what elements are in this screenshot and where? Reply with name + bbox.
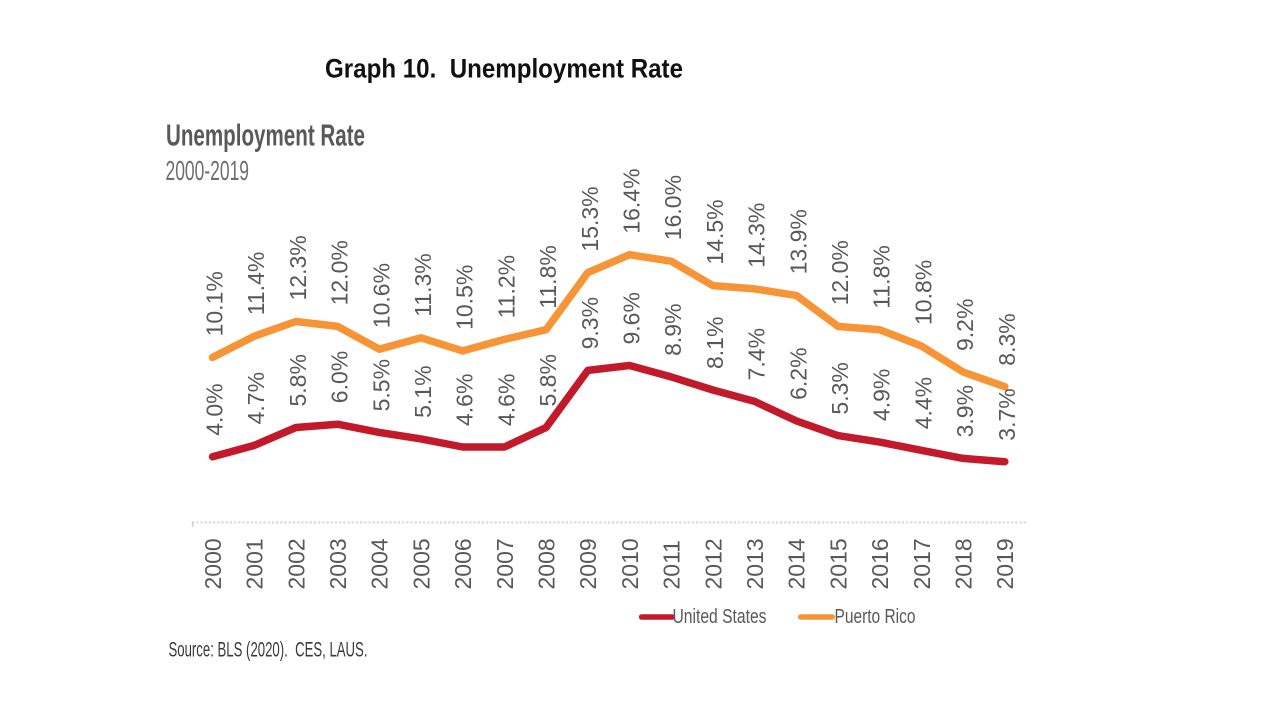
svg-text:2002: 2002 <box>283 538 309 589</box>
svg-text:2003: 2003 <box>325 538 351 589</box>
svg-text:6.0%: 6.0% <box>327 351 353 403</box>
svg-text:Graph 10. Unemployment Rate: Graph 10. Unemployment Rate <box>325 54 683 84</box>
svg-text:5.1%: 5.1% <box>410 365 436 417</box>
svg-text:2000-2019: 2000-2019 <box>166 155 250 186</box>
svg-text:10.5%: 10.5% <box>452 265 478 330</box>
svg-text:Source: BLS (2020). CES, LAUS: Source: BLS (2020). CES, LAUS. <box>169 638 368 662</box>
svg-text:2015: 2015 <box>825 538 851 589</box>
svg-text:2011: 2011 <box>659 540 685 589</box>
svg-text:4.6%: 4.6% <box>452 374 478 426</box>
svg-text:3.9%: 3.9% <box>952 385 978 437</box>
svg-text:14.3%: 14.3% <box>744 203 770 268</box>
svg-text:4.0%: 4.0% <box>202 383 228 435</box>
svg-text:4.4%: 4.4% <box>910 377 936 429</box>
svg-text:2007: 2007 <box>492 538 518 589</box>
svg-text:11.8%: 11.8% <box>869 245 895 309</box>
svg-text:4.9%: 4.9% <box>869 369 895 421</box>
svg-text:6.2%: 6.2% <box>785 347 811 399</box>
svg-text:14.5%: 14.5% <box>702 199 728 264</box>
svg-text:2009: 2009 <box>575 538 601 589</box>
svg-text:2014: 2014 <box>784 538 810 589</box>
svg-text:5.8%: 5.8% <box>535 354 561 406</box>
svg-text:3.7%: 3.7% <box>994 388 1020 440</box>
svg-text:10.6%: 10.6% <box>368 263 394 328</box>
svg-text:5.8%: 5.8% <box>285 354 311 406</box>
svg-text:United States: United States <box>673 606 767 628</box>
svg-text:12.0%: 12.0% <box>827 240 853 305</box>
svg-text:5.5%: 5.5% <box>368 359 394 411</box>
svg-text:4.6%: 4.6% <box>493 374 519 426</box>
svg-text:2001: 2001 <box>242 538 268 589</box>
svg-text:9.2%: 9.2% <box>952 299 978 351</box>
svg-text:2013: 2013 <box>742 538 768 589</box>
svg-text:7.4%: 7.4% <box>744 328 770 380</box>
svg-text:8.1%: 8.1% <box>702 317 728 369</box>
svg-text:2016: 2016 <box>867 538 893 589</box>
svg-text:2005: 2005 <box>408 538 434 589</box>
svg-text:Unemployment Rate: Unemployment Rate <box>166 119 365 153</box>
svg-text:15.3%: 15.3% <box>577 186 603 251</box>
svg-text:13.9%: 13.9% <box>785 209 811 274</box>
svg-text:16.0%: 16.0% <box>660 175 686 240</box>
svg-text:5.3%: 5.3% <box>827 362 853 414</box>
svg-text:2006: 2006 <box>450 538 476 589</box>
svg-text:2017: 2017 <box>909 538 935 589</box>
svg-text:11.8%: 11.8% <box>535 245 561 309</box>
svg-text:9.6%: 9.6% <box>619 292 645 344</box>
svg-text:8.3%: 8.3% <box>994 313 1020 365</box>
svg-text:12.3%: 12.3% <box>285 235 311 300</box>
svg-text:4.7%: 4.7% <box>243 372 269 424</box>
svg-text:9.3%: 9.3% <box>577 297 603 349</box>
svg-text:11.4%: 11.4% <box>243 252 269 316</box>
svg-text:Puerto Rico: Puerto Rico <box>835 606 916 628</box>
svg-text:11.3%: 11.3% <box>410 253 436 317</box>
svg-text:10.8%: 10.8% <box>910 260 936 325</box>
svg-text:2010: 2010 <box>617 538 643 589</box>
svg-text:2019: 2019 <box>992 538 1018 589</box>
svg-text:16.4%: 16.4% <box>619 168 645 233</box>
svg-text:2008: 2008 <box>534 538 560 589</box>
svg-text:2004: 2004 <box>367 538 393 589</box>
svg-text:8.9%: 8.9% <box>660 303 686 355</box>
svg-text:2018: 2018 <box>951 538 977 589</box>
svg-text:2012: 2012 <box>700 538 726 589</box>
svg-text:10.1%: 10.1% <box>202 271 228 336</box>
svg-text:11.2%: 11.2% <box>493 255 519 319</box>
svg-text:2000: 2000 <box>200 538 226 589</box>
svg-text:12.0%: 12.0% <box>327 240 353 305</box>
